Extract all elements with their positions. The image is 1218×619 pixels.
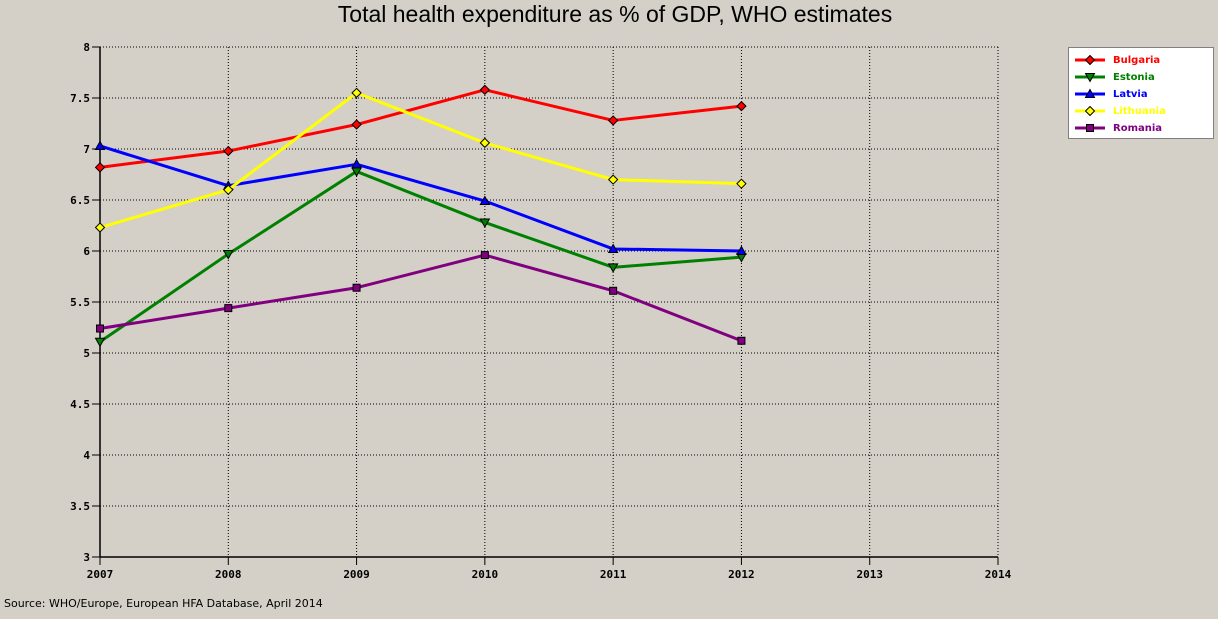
x-tick-label: 2009 <box>343 568 370 581</box>
series-romania <box>96 251 746 345</box>
data-point-latvia <box>607 243 619 253</box>
data-point-bulgaria <box>94 162 106 173</box>
y-tick-label: 4 <box>83 449 90 462</box>
series-estonia <box>94 167 747 348</box>
data-point-bulgaria <box>351 119 362 130</box>
data-point-romania <box>224 304 233 313</box>
data-point-latvia <box>351 158 362 169</box>
y-tick-label: 4.5 <box>70 398 90 411</box>
legend-item-latvia: Latvia <box>1073 86 1213 102</box>
series-line-estonia <box>99 169 742 344</box>
data-point-estonia <box>607 263 619 273</box>
legend-item-bulgaria: Bulgaria <box>1073 52 1213 68</box>
series-line-latvia <box>99 144 742 253</box>
data-point-latvia <box>736 245 747 255</box>
legend-item-lithuania: Lithuania <box>1073 103 1213 119</box>
data-point-lithuania <box>351 87 362 99</box>
legend-label-bulgaria: Bulgaria <box>1113 55 1161 66</box>
x-tick-label: 2014 <box>985 568 1012 581</box>
x-tick-label: 2012 <box>728 568 755 581</box>
data-point-lithuania <box>736 178 747 189</box>
data-point-romania <box>96 324 104 333</box>
x-tick-label: 2011 <box>600 568 627 581</box>
legend-marker <box>1084 73 1096 83</box>
data-point-romania <box>352 283 361 292</box>
legend-marker <box>1084 54 1096 66</box>
data-point-bulgaria <box>607 115 619 126</box>
legend-swatch-latvia <box>1075 88 1105 98</box>
legend-marker <box>1084 105 1096 117</box>
legend-item-estonia: Estonia <box>1073 69 1213 85</box>
legend-swatch-lithuania <box>1075 105 1105 117</box>
data-point-lithuania <box>479 137 491 149</box>
series-line-lithuania <box>99 91 742 229</box>
y-tick-label: 5.5 <box>70 296 90 309</box>
legend-label-romania: Romania <box>1113 123 1163 134</box>
data-point-romania <box>480 251 489 260</box>
series-latvia <box>94 140 747 255</box>
legend-swatch-romania <box>1075 124 1105 132</box>
legend-item-romania: Romania <box>1073 120 1213 136</box>
source-note: Source: WHO/Europe, European HFA Databas… <box>4 597 323 610</box>
data-point-latvia <box>94 140 106 150</box>
legend-label-lithuania: Lithuania <box>1113 106 1166 117</box>
x-tick-label: 2013 <box>856 568 883 581</box>
y-tick-label: 5 <box>83 347 90 360</box>
y-tick-label: 3 <box>83 551 90 564</box>
series-lithuania <box>94 87 747 233</box>
grid <box>100 46 999 557</box>
y-tick-label: 6.5 <box>70 194 90 207</box>
series-bulgaria <box>94 84 747 173</box>
data-point-lithuania <box>94 222 106 233</box>
y-tick-label: 7 <box>83 143 90 156</box>
x-tick-label: 2010 <box>472 568 499 581</box>
data-point-estonia <box>479 218 491 228</box>
data-point-romania <box>609 286 618 295</box>
legend-swatch-estonia <box>1075 73 1105 83</box>
legend-swatch-bulgaria <box>1075 54 1105 66</box>
y-tick-label: 6 <box>83 245 90 258</box>
legend: Bulgaria Estonia Latvia Lithuania Romania <box>1068 47 1214 139</box>
data-point-romania <box>737 336 746 345</box>
data-point-estonia <box>94 337 106 348</box>
data-point-bulgaria <box>223 145 234 157</box>
data-point-lithuania <box>223 184 234 196</box>
legend-label-estonia: Estonia <box>1113 72 1155 83</box>
y-tick-label: 3.5 <box>70 500 90 513</box>
data-point-latvia <box>479 195 491 206</box>
series-line-romania <box>99 253 742 343</box>
x-tick-label: 2007 <box>87 568 114 581</box>
data-point-lithuania <box>607 174 619 185</box>
chart-title: Total health expenditure as % of GDP, WH… <box>337 1 893 27</box>
series-layer <box>94 84 747 348</box>
legend-marker <box>1084 88 1096 98</box>
axes: 3 3.5 4 4.5 5 5.5 6 6.5 7 7.5 8 2007 2008 2009 2010 201… <box>70 41 1011 581</box>
data-point-estonia <box>222 250 234 260</box>
y-tick-label: 7.5 <box>70 92 90 105</box>
y-tick-label: 8 <box>83 41 90 54</box>
legend-marker <box>1086 124 1094 132</box>
data-point-bulgaria <box>736 100 747 112</box>
legend-label-latvia: Latvia <box>1113 89 1148 100</box>
series-line-bulgaria <box>99 88 742 169</box>
x-tick-label: 2008 <box>215 568 242 581</box>
data-point-bulgaria <box>479 84 491 96</box>
